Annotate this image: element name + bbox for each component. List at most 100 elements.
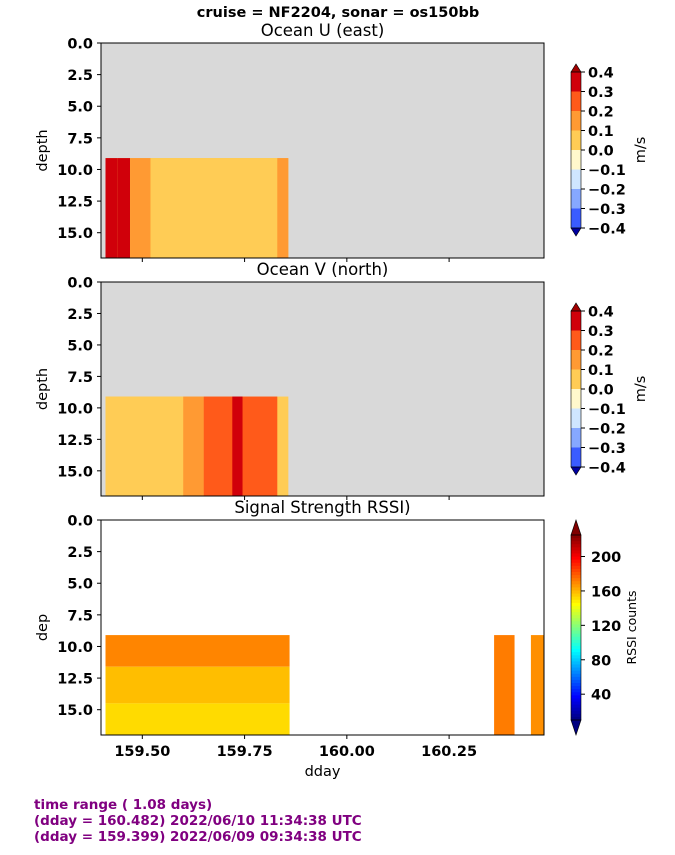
colorbar-band [571, 655, 581, 659]
colorbar-tick-label: 40 [591, 688, 611, 704]
colorbar-band [571, 578, 581, 582]
colorbar-band [571, 624, 581, 629]
rssi-cell [105, 703, 290, 735]
colorbar-band [571, 72, 581, 92]
colorbar-tick-label: 120 [591, 619, 621, 635]
colorbar-band [571, 369, 581, 390]
y-axis-label: depth [35, 368, 51, 410]
colorbar-tick-label: 0.2 [588, 344, 614, 360]
figure-suptitle: cruise = NF2204, sonar = os150bb [197, 5, 479, 21]
colorbar-band [571, 189, 581, 209]
colorbar-band [571, 713, 581, 718]
colorbar-label: m/s [633, 137, 649, 164]
colorbar-extend-max [570, 519, 582, 536]
velocity-band [105, 396, 184, 496]
colorbar-label: m/s [633, 376, 649, 403]
colorbar-band [571, 698, 581, 703]
colorbar-band [571, 602, 581, 607]
colorbar-band [571, 649, 581, 653]
panel-title: Ocean U (east) [261, 21, 385, 40]
time-range-end-line: (dday = 160.482) 2022/06/10 11:34:38 UTC [34, 813, 362, 829]
rssi-cell [105, 666, 290, 704]
colorbar-band [571, 670, 581, 675]
time-range-start-line: (dday = 159.399) 2022/06/09 09:34:38 UTC [34, 829, 362, 845]
colorbar-band [571, 547, 581, 552]
colorbar-band [571, 556, 581, 561]
colorbar-tick-label: 0.1 [588, 363, 614, 379]
colorbar-band [571, 710, 581, 715]
colorbar-band [571, 553, 581, 558]
panel-title: Ocean V (north) [257, 260, 389, 279]
colorbar-band [571, 389, 581, 409]
panel-3: Signal Strength RSSI) 0.0 2.5 5.0 7.5 10.0 12.… [35, 498, 639, 780]
y-tick-label: 7.5 [67, 608, 93, 624]
colorbar-band [571, 679, 581, 684]
colorbar-band [571, 689, 581, 693]
y-tick-label: 10.0 [57, 401, 93, 417]
colorbar-band [571, 686, 581, 690]
colorbar-band [571, 169, 581, 190]
velocity-band [105, 158, 118, 258]
panel-1: Ocean U (east) 0.0 2.5 5.0 7.5 10.0 12.5 15.0 de… [35, 21, 649, 262]
colorbar-band [571, 652, 581, 656]
colorbar-extend-max [570, 302, 582, 312]
colorbar-band [571, 695, 581, 700]
colorbar-tick-label: 0.1 [588, 124, 614, 140]
x-tick-label: 160.25 [421, 744, 477, 760]
y-tick-label: 0.0 [67, 514, 93, 530]
colorbar-band [571, 150, 581, 170]
plot-frame [100, 281, 545, 497]
y-tick-label: 7.5 [67, 370, 93, 386]
colorbar-tick-label: −0.4 [588, 222, 626, 238]
colorbar-band [571, 633, 581, 638]
y-tick-label: 0.0 [67, 276, 93, 292]
colorbar-band [571, 330, 581, 351]
y-axis-label: dep [35, 614, 51, 641]
velocity-band [117, 158, 131, 258]
colorbar-band [571, 707, 581, 712]
velocity-band [277, 158, 289, 258]
colorbar-extend-min [570, 719, 582, 736]
colorbar-tick-label: 0.0 [588, 383, 614, 399]
y-tick-label: 5.0 [67, 577, 93, 593]
colorbar-tick-label: −0.1 [588, 402, 626, 418]
x-axis-label: dday [305, 764, 341, 780]
colorbar-band [571, 587, 581, 592]
colorbar-tick-label: −0.3 [588, 202, 626, 218]
colorbar-band [571, 130, 581, 151]
panel-title: Signal Strength RSSI) [234, 498, 410, 517]
colorbar-band [571, 208, 581, 229]
y-axis-label: depth [35, 129, 51, 171]
y-tick-label: 2.5 [67, 307, 93, 323]
velocity-band [232, 396, 243, 496]
colorbar-band [571, 692, 581, 696]
colorbar-band [571, 544, 581, 548]
colorbar-band [571, 646, 581, 650]
colorbar-band [571, 612, 581, 616]
colorbar-band [571, 408, 581, 429]
colorbar-band [571, 664, 581, 669]
colorbar-band [571, 572, 581, 576]
colorbar-band [571, 683, 581, 687]
colorbar-band [571, 91, 581, 112]
colorbar-frame [570, 534, 582, 721]
colorbar-band [571, 311, 581, 331]
colorbar-tick-label: −0.1 [588, 163, 626, 179]
colorbar-band [571, 642, 581, 647]
x-tick-label: 160.00 [319, 744, 375, 760]
colorbar-tick-label: 200 [591, 550, 621, 566]
colorbar-band [571, 541, 581, 545]
colorbar-band [571, 605, 581, 610]
colorbar-band [571, 428, 581, 448]
plot-frame [100, 42, 545, 259]
y-tick-label: 5.0 [67, 100, 93, 116]
y-tick-label: 10.0 [57, 163, 93, 179]
colorbar-band [571, 538, 581, 542]
rssi-cell [530, 635, 544, 735]
rssi-cell [494, 635, 515, 735]
colorbar-band [571, 667, 581, 672]
colorbar-band [571, 621, 581, 626]
colorbar-band [571, 447, 581, 468]
time-range-footer: time range ( 1.08 days) (dday = 160.482)… [34, 797, 362, 845]
